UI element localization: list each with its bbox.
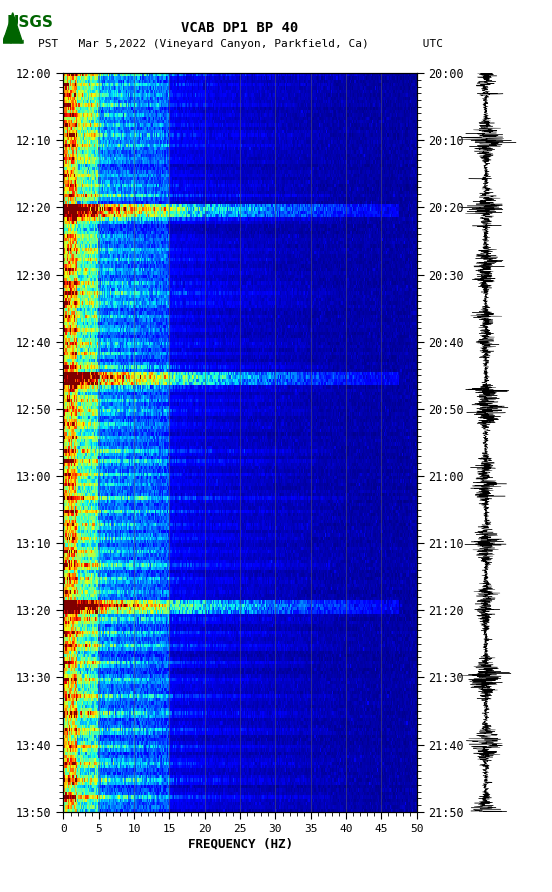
Text: VCAB DP1 BP 40: VCAB DP1 BP 40 <box>182 21 299 35</box>
X-axis label: FREQUENCY (HZ): FREQUENCY (HZ) <box>188 838 293 851</box>
Text: USGS: USGS <box>7 15 54 30</box>
Text: PST   Mar 5,2022 (Vineyard Canyon, Parkfield, Ca)        UTC: PST Mar 5,2022 (Vineyard Canyon, Parkfie… <box>38 39 443 49</box>
Polygon shape <box>3 12 23 43</box>
